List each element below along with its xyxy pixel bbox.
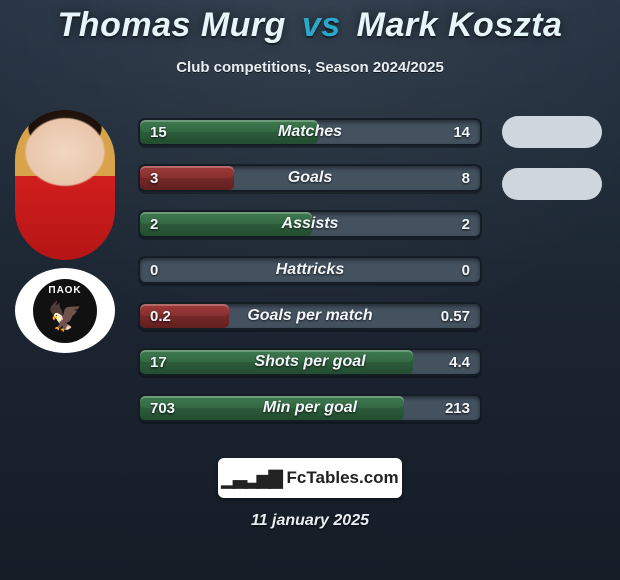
player2-column [496, 116, 608, 220]
player1-column: ΠΑΟΚ 🦅 [10, 110, 120, 353]
bar-track [138, 302, 482, 330]
page-title: Thomas Murg vs Mark Koszta [0, 0, 620, 45]
stat-row: 174.4Shots per goal [138, 348, 482, 376]
bar-fill [140, 166, 234, 190]
bar-track [138, 164, 482, 192]
stat-bars: 1514Matches 38Goals 22Assists 00Hattricks 0.… [138, 118, 482, 440]
brand-spark-icon: ▁▃▂▅▇ [221, 468, 280, 489]
comparison-card: Thomas Murg vs Mark Koszta Club competit… [0, 0, 620, 580]
paok-badge: ΠΑΟΚ 🦅 [33, 279, 97, 343]
player2-avatar-placeholder [502, 116, 602, 148]
bar-fill [140, 396, 404, 420]
stat-row: 0.20.57Goals per match [138, 302, 482, 330]
brand-text: FcTables.com [287, 468, 399, 488]
footer-date: 11 january 2025 [0, 512, 620, 530]
player1-avatar [15, 110, 115, 260]
bar-fill [140, 212, 312, 236]
bar-track [138, 210, 482, 238]
stat-row: 703213Min per goal [138, 394, 482, 422]
stat-row: 00Hattricks [138, 256, 482, 284]
bar-track [138, 256, 482, 284]
player1-name: Thomas Murg [58, 6, 286, 44]
bar-fill [140, 350, 413, 374]
player2-badge-placeholder [502, 168, 602, 200]
player2-name: Mark Koszta [357, 6, 563, 44]
stat-row: 22Assists [138, 210, 482, 238]
bar-fill [140, 120, 318, 144]
player1-club-badge: ΠΑΟΚ 🦅 [15, 268, 115, 353]
subtitle: Club competitions, Season 2024/2025 [0, 59, 620, 76]
bar-track [138, 394, 482, 422]
paok-badge-text: ΠΑΟΚ [33, 285, 97, 296]
bar-fill [140, 304, 229, 328]
eagle-icon: 🦅 [48, 303, 83, 331]
brand-badge[interactable]: ▁▃▂▅▇ FcTables.com [218, 458, 402, 498]
bar-track [138, 348, 482, 376]
stat-row: 1514Matches [138, 118, 482, 146]
stat-row: 38Goals [138, 164, 482, 192]
vs-separator: vs [302, 6, 341, 44]
bar-track [138, 118, 482, 146]
